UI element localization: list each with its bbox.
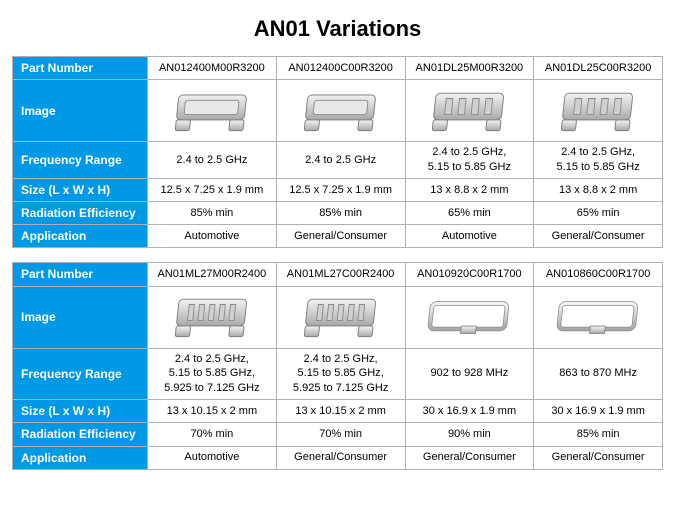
cell-radiation_efficiency: 85% min	[148, 202, 277, 225]
cell-part_number: AN010920C00R1700	[405, 263, 534, 286]
row-label-radiation_efficiency: Radiation Efficiency	[13, 202, 148, 225]
row-label-frequency_range: Frequency Range	[13, 142, 148, 179]
cell-size: 30 x 16.9 x 1.9 mm	[534, 400, 663, 423]
cell-part_number: AN01DL25C00R3200	[534, 57, 663, 80]
cell-image	[534, 286, 663, 348]
cell-image	[148, 80, 277, 142]
row-label-part_number: Part Number	[13, 263, 148, 286]
cell-frequency_range: 2.4 to 2.5 GHz,5.15 to 5.85 GHz	[534, 142, 663, 179]
cell-frequency_range: 863 to 870 MHz	[534, 348, 663, 400]
cell-size: 13 x 8.8 x 2 mm	[534, 178, 663, 201]
cell-frequency_range: 2.4 to 2.5 GHz	[276, 142, 405, 179]
cell-part_number: AN012400M00R3200	[148, 57, 277, 80]
cell-radiation_efficiency: 90% min	[405, 423, 534, 446]
page-title: AN01 Variations	[12, 16, 663, 42]
row-label-application: Application	[13, 446, 148, 469]
cell-part_number: AN01DL25M00R3200	[405, 57, 534, 80]
cell-part_number: AN01ML27M00R2400	[148, 263, 277, 286]
antenna-icon	[553, 292, 643, 342]
cell-radiation_efficiency: 85% min	[276, 202, 405, 225]
cell-image	[276, 80, 405, 142]
cell-radiation_efficiency: 70% min	[148, 423, 277, 446]
antenna-icon	[553, 86, 643, 136]
row-label-size: Size (L x W x H)	[13, 400, 148, 423]
cell-frequency_range: 902 to 928 MHz	[405, 348, 534, 400]
cell-part_number: AN012400C00R3200	[276, 57, 405, 80]
cell-application: Automotive	[148, 446, 277, 469]
cell-size: 13 x 8.8 x 2 mm	[405, 178, 534, 201]
cell-image	[534, 80, 663, 142]
cell-frequency_range: 2.4 to 2.5 GHz,5.15 to 5.85 GHz,5.925 to…	[148, 348, 277, 400]
antenna-icon	[167, 86, 257, 136]
cell-frequency_range: 2.4 to 2.5 GHz,5.15 to 5.85 GHz	[405, 142, 534, 179]
cell-size: 12.5 x 7.25 x 1.9 mm	[276, 178, 405, 201]
row-label-image: Image	[13, 286, 148, 348]
cell-image	[148, 286, 277, 348]
cell-frequency_range: 2.4 to 2.5 GHz,5.15 to 5.85 GHz,5.925 to…	[276, 348, 405, 400]
cell-part_number: AN010860C00R1700	[534, 263, 663, 286]
variations-table: Part NumberAN012400M00R3200AN012400C00R3…	[12, 56, 663, 248]
cell-size: 30 x 16.9 x 1.9 mm	[405, 400, 534, 423]
tables-container: Part NumberAN012400M00R3200AN012400C00R3…	[12, 56, 663, 470]
row-label-radiation_efficiency: Radiation Efficiency	[13, 423, 148, 446]
cell-application: General/Consumer	[405, 446, 534, 469]
row-label-image: Image	[13, 80, 148, 142]
cell-application: General/Consumer	[534, 446, 663, 469]
cell-application: General/Consumer	[276, 225, 405, 248]
cell-application: Automotive	[148, 225, 277, 248]
cell-application: Automotive	[405, 225, 534, 248]
antenna-icon	[424, 292, 514, 342]
variations-table: Part NumberAN01ML27M00R2400AN01ML27C00R2…	[12, 262, 663, 469]
cell-frequency_range: 2.4 to 2.5 GHz	[148, 142, 277, 179]
row-label-part_number: Part Number	[13, 57, 148, 80]
antenna-icon	[296, 292, 386, 342]
cell-part_number: AN01ML27C00R2400	[276, 263, 405, 286]
cell-application: General/Consumer	[276, 446, 405, 469]
cell-application: General/Consumer	[534, 225, 663, 248]
antenna-icon	[167, 292, 257, 342]
cell-radiation_efficiency: 65% min	[534, 202, 663, 225]
cell-radiation_efficiency: 65% min	[405, 202, 534, 225]
cell-image	[405, 286, 534, 348]
antenna-icon	[296, 86, 386, 136]
antenna-icon	[424, 86, 514, 136]
cell-radiation_efficiency: 70% min	[276, 423, 405, 446]
cell-size: 12.5 x 7.25 x 1.9 mm	[148, 178, 277, 201]
cell-radiation_efficiency: 85% min	[534, 423, 663, 446]
cell-size: 13 x 10.15 x 2 mm	[148, 400, 277, 423]
cell-image	[276, 286, 405, 348]
row-label-application: Application	[13, 225, 148, 248]
row-label-frequency_range: Frequency Range	[13, 348, 148, 400]
cell-size: 13 x 10.15 x 2 mm	[276, 400, 405, 423]
cell-image	[405, 80, 534, 142]
row-label-size: Size (L x W x H)	[13, 178, 148, 201]
